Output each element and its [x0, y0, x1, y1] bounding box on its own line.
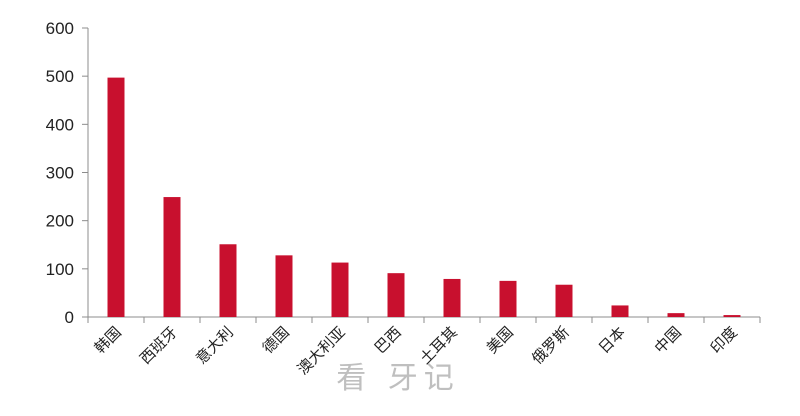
x-tick-label: 巴西 — [371, 323, 405, 357]
bar — [219, 244, 237, 317]
bar — [443, 278, 461, 317]
y-axis: 0 100 200 300 400 500 600 — [46, 19, 89, 327]
bar — [387, 273, 405, 317]
y-tick-label: 0 — [65, 308, 74, 327]
x-tick-label: 韩国 — [91, 323, 125, 357]
bar — [667, 313, 685, 317]
bar — [723, 315, 741, 317]
y-tick-label: 100 — [46, 260, 74, 279]
bar — [275, 255, 293, 317]
bar — [163, 197, 181, 317]
bar — [611, 305, 629, 317]
bar — [107, 77, 125, 317]
x-tick-label: 意大利 — [192, 323, 237, 368]
bar — [499, 280, 517, 317]
x-tick-label: 俄罗斯 — [528, 323, 573, 368]
y-tick-label: 600 — [46, 19, 74, 38]
x-tick-label: 印度 — [707, 323, 741, 357]
bars — [107, 77, 741, 317]
x-tick-label: 西班牙 — [136, 323, 181, 368]
bar — [555, 284, 573, 317]
x-tick-label: 中国 — [651, 323, 685, 357]
x-tick-label: 日本 — [595, 323, 629, 357]
y-tick-label: 200 — [46, 212, 74, 231]
watermark: 看 牙记 — [336, 361, 460, 396]
bar — [331, 262, 349, 317]
y-tick-label: 300 — [46, 164, 74, 183]
x-axis — [87, 316, 761, 323]
y-tick-label: 400 — [46, 115, 74, 134]
x-tick-label: 美国 — [483, 323, 517, 357]
x-tick-label: 德国 — [259, 323, 293, 357]
y-tick-label: 500 — [46, 67, 74, 86]
